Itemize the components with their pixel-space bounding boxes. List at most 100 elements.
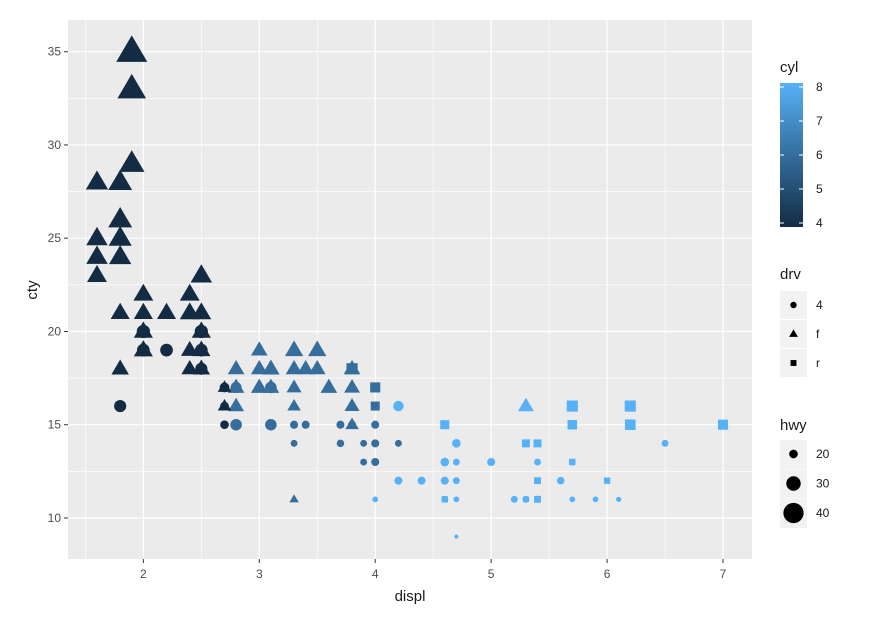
data-point <box>308 340 327 357</box>
data-point <box>230 381 242 393</box>
y-tick-label: 20 <box>48 324 62 338</box>
data-point <box>661 439 669 447</box>
data-point <box>133 283 154 301</box>
data-point <box>108 226 132 246</box>
legend-cyl-label: 6 <box>816 148 823 162</box>
data-point <box>360 439 368 447</box>
x-tick-label: 2 <box>140 567 147 581</box>
legend-hwy-symbol <box>783 502 804 524</box>
y-tick-label: 25 <box>48 231 62 245</box>
y-tick-label: 30 <box>48 138 62 152</box>
data-point <box>297 359 315 375</box>
data-point <box>452 458 460 466</box>
data-point <box>287 398 301 411</box>
data-point <box>336 439 345 448</box>
data-point <box>250 378 268 393</box>
legend-cyl-label: 4 <box>816 216 823 230</box>
data-point <box>290 439 298 447</box>
data-point <box>371 457 380 467</box>
data-point <box>534 477 541 485</box>
data-point <box>285 359 303 375</box>
data-point <box>265 381 277 394</box>
data-point <box>227 359 245 375</box>
data-point <box>452 439 461 448</box>
data-point <box>284 340 304 357</box>
data-point <box>110 302 130 320</box>
legend-drv: drv 4 f r <box>780 266 823 377</box>
data-point <box>194 324 208 339</box>
legend-drv-label: r <box>816 356 820 370</box>
legend-hwy: hwy 20 30 40 <box>780 417 830 528</box>
legend-hwy-label: 40 <box>816 506 830 520</box>
data-point <box>360 458 368 466</box>
data-point <box>220 420 229 430</box>
data-points <box>85 35 729 539</box>
data-point <box>370 401 380 411</box>
legend-cyl-label: 8 <box>816 80 823 94</box>
data-point <box>371 439 380 448</box>
legend-drv-symbol <box>789 329 798 337</box>
data-point <box>179 283 200 301</box>
data-point <box>454 534 459 539</box>
data-point <box>567 419 578 430</box>
data-point <box>344 398 360 411</box>
data-point <box>116 35 148 62</box>
data-point <box>230 418 242 431</box>
data-point <box>566 400 578 412</box>
data-point <box>108 206 133 228</box>
data-point <box>117 73 147 99</box>
major-grid <box>68 20 752 559</box>
data-point <box>114 400 127 413</box>
data-point <box>156 302 177 320</box>
y-tick-label: 35 <box>48 45 62 59</box>
data-point <box>262 359 280 375</box>
data-point <box>290 420 299 429</box>
minor-grid <box>68 20 752 559</box>
data-point <box>191 302 212 320</box>
legend-cyl: cyl 8 7 6 5 4 <box>780 59 823 230</box>
legend-hwy-symbol <box>786 476 801 491</box>
x-axis-ticks: 2 3 4 5 6 7 <box>140 559 727 581</box>
data-point <box>265 418 277 431</box>
data-point <box>616 496 622 502</box>
data-point <box>136 324 150 339</box>
data-point <box>194 343 208 357</box>
legend-drv-symbol <box>790 301 797 309</box>
data-point <box>250 359 268 375</box>
data-point <box>348 420 357 429</box>
data-point <box>487 457 496 467</box>
data-point <box>394 476 403 485</box>
legend-hwy-title: hwy <box>780 417 807 434</box>
data-point <box>220 401 229 411</box>
data-point <box>160 343 173 357</box>
data-point <box>521 439 530 448</box>
legend-cyl-label: 5 <box>816 182 823 196</box>
x-axis-title: displ <box>395 588 426 605</box>
legend-drv-label: 4 <box>816 298 823 312</box>
data-point <box>603 477 611 484</box>
data-point <box>85 170 109 190</box>
data-point <box>372 496 379 503</box>
data-point <box>180 340 199 356</box>
data-point <box>393 400 404 412</box>
y-tick-label: 15 <box>48 418 62 432</box>
data-point <box>346 363 358 375</box>
data-point <box>417 476 426 485</box>
data-point <box>440 420 450 430</box>
data-point <box>86 245 108 264</box>
data-point <box>592 496 599 503</box>
data-point <box>217 380 232 392</box>
data-point <box>190 264 213 283</box>
data-point <box>569 496 576 503</box>
data-point <box>181 359 199 375</box>
data-point <box>308 359 326 375</box>
data-point <box>195 362 208 375</box>
data-point <box>440 476 449 485</box>
data-point <box>453 496 460 503</box>
data-point <box>624 419 636 431</box>
data-point <box>556 476 565 485</box>
legend-cyl-colorbar <box>780 83 803 227</box>
data-point <box>336 420 345 429</box>
data-point <box>517 397 534 412</box>
data-point <box>228 397 245 412</box>
